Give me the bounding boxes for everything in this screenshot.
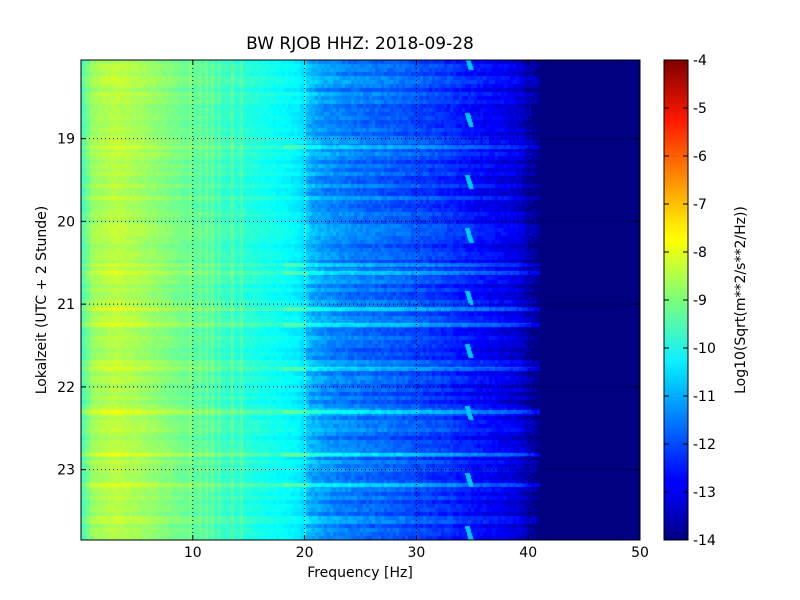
colorbar-tick-label: -10: [693, 341, 716, 357]
y-tick-label: 23: [57, 463, 75, 479]
x-tick-label: 30: [407, 545, 425, 561]
colorbar-tick-label: -12: [693, 437, 716, 453]
x-axis-label: Frequency [Hz]: [307, 565, 413, 581]
colorbar-tick-label: -4: [693, 53, 707, 69]
x-axis-ticks: 10 20 30 40 50: [184, 60, 649, 561]
x-tick-label: 20: [296, 545, 314, 561]
chart-title: BW RJOB HHZ: 2018-09-28: [246, 34, 474, 54]
colorbar-tick-label: -5: [693, 101, 707, 117]
y-tick-label: 20: [57, 214, 75, 230]
y-tick-label: 21: [57, 297, 75, 313]
colorbar-tick-label: -14: [693, 533, 716, 549]
colorbar-tick-label: -7: [693, 197, 707, 213]
grid-lines: [81, 60, 640, 540]
colorbar-tick-label: -11: [693, 389, 716, 405]
spectrogram-image: [81, 60, 640, 540]
colorbar-tick-label: -9: [693, 293, 707, 309]
colorbar-ticks: -4 -5 -6 -7 -8 -9 -10 -11 -12 -13 -14: [664, 53, 716, 549]
x-tick-label: 50: [631, 545, 649, 561]
y-tick-label: 19: [57, 132, 75, 148]
colorbar-tick-label: -13: [693, 485, 716, 501]
spectrogram-heatmap: [81, 60, 640, 540]
y-tick-label: 22: [57, 380, 75, 396]
x-tick-label: 40: [519, 545, 537, 561]
colorbar-tick-label: -6: [693, 149, 707, 165]
colorbar-label: Log10(Sqrt(m**2/s**2/Hz)): [733, 206, 749, 394]
colorbar-tick-label: -8: [693, 245, 707, 261]
plot-frame: [80, 59, 641, 541]
y-axis-ticks: 19 20 21 22 23: [57, 132, 640, 479]
y-axis-label: Lokalzeit (UTC + 2 Stunde): [34, 206, 50, 395]
x-tick-label: 10: [184, 545, 202, 561]
